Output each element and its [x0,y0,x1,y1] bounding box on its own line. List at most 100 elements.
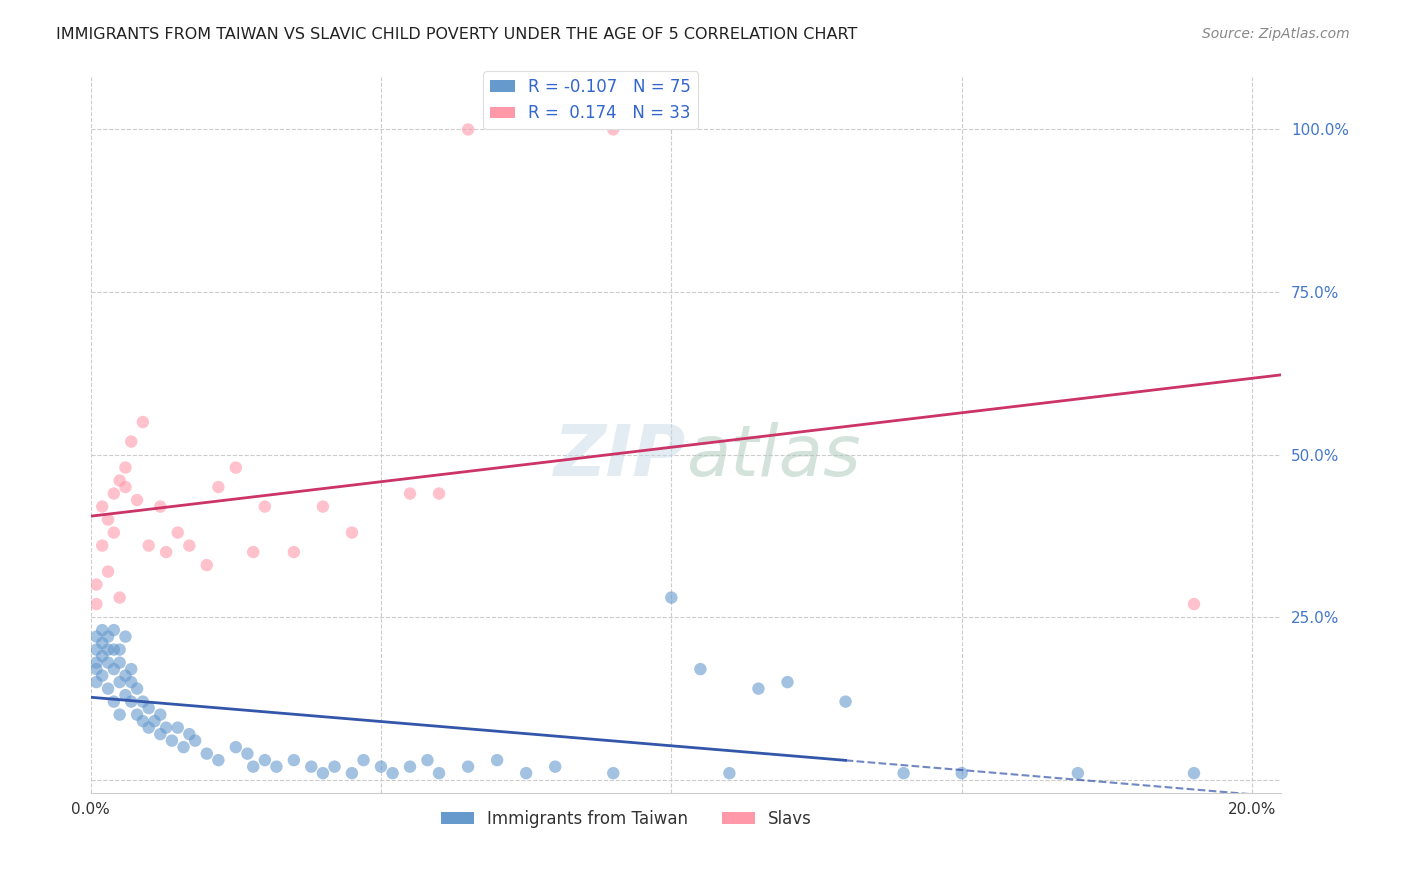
Immigrants from Taiwan [515,766,537,780]
Immigrants from Taiwan [207,753,229,767]
Slavs [97,512,120,526]
Immigrants from Taiwan [114,630,136,644]
Slavs [312,500,335,514]
Immigrants from Taiwan [266,759,288,773]
Immigrants from Taiwan [950,766,973,780]
Immigrants from Taiwan [86,656,108,670]
Immigrants from Taiwan [242,759,264,773]
Slavs [86,597,108,611]
Immigrants from Taiwan [125,681,148,696]
Slavs [155,545,177,559]
Slavs [91,500,114,514]
Immigrants from Taiwan [138,721,160,735]
Slavs [114,480,136,494]
Immigrants from Taiwan [125,707,148,722]
Immigrants from Taiwan [86,630,108,644]
Immigrants from Taiwan [283,753,305,767]
Immigrants from Taiwan [114,668,136,682]
Slavs [103,486,125,500]
Slavs [179,539,201,553]
Immigrants from Taiwan [149,707,172,722]
Immigrants from Taiwan [312,766,335,780]
Slavs [225,460,247,475]
Immigrants from Taiwan [108,707,131,722]
Immigrants from Taiwan [1067,766,1090,780]
Immigrants from Taiwan [103,695,125,709]
Immigrants from Taiwan [114,688,136,702]
Slavs [253,500,276,514]
Immigrants from Taiwan [86,675,108,690]
Immigrants from Taiwan [97,656,120,670]
Immigrants from Taiwan [253,753,276,767]
Immigrants from Taiwan [776,675,799,690]
Slavs [283,545,305,559]
Immigrants from Taiwan [91,668,114,682]
Immigrants from Taiwan [108,675,131,690]
Immigrants from Taiwan [103,623,125,637]
Immigrants from Taiwan [179,727,201,741]
Immigrants from Taiwan [132,714,155,728]
Legend: Immigrants from Taiwan, Slavs: Immigrants from Taiwan, Slavs [434,803,818,834]
Immigrants from Taiwan [689,662,711,676]
Immigrants from Taiwan [143,714,166,728]
Slavs [399,486,422,500]
Slavs [195,558,218,573]
Text: ZIP: ZIP [554,422,686,491]
Text: IMMIGRANTS FROM TAIWAN VS SLAVIC CHILD POVERTY UNDER THE AGE OF 5 CORRELATION CH: IMMIGRANTS FROM TAIWAN VS SLAVIC CHILD P… [56,27,858,42]
Slavs [103,525,125,540]
Immigrants from Taiwan [103,662,125,676]
Immigrants from Taiwan [381,766,404,780]
Immigrants from Taiwan [195,747,218,761]
Immigrants from Taiwan [486,753,509,767]
Slavs [427,486,450,500]
Slavs [86,577,108,591]
Immigrants from Taiwan [138,701,160,715]
Immigrants from Taiwan [91,649,114,664]
Immigrants from Taiwan [370,759,392,773]
Immigrants from Taiwan [108,656,131,670]
Slavs [602,122,624,136]
Immigrants from Taiwan [120,675,142,690]
Immigrants from Taiwan [1182,766,1205,780]
Immigrants from Taiwan [103,642,125,657]
Immigrants from Taiwan [97,642,120,657]
Immigrants from Taiwan [353,753,375,767]
Immigrants from Taiwan [160,733,183,747]
Immigrants from Taiwan [120,695,142,709]
Immigrants from Taiwan [659,591,682,605]
Slavs [91,539,114,553]
Immigrants from Taiwan [108,642,131,657]
Slavs [340,525,363,540]
Immigrants from Taiwan [91,636,114,650]
Immigrants from Taiwan [340,766,363,780]
Slavs [108,474,131,488]
Immigrants from Taiwan [299,759,322,773]
Slavs [97,565,120,579]
Slavs [132,415,155,429]
Slavs [138,539,160,553]
Slavs [207,480,229,494]
Slavs [125,493,148,508]
Immigrants from Taiwan [457,759,479,773]
Slavs [108,591,131,605]
Immigrants from Taiwan [173,740,195,755]
Immigrants from Taiwan [91,623,114,637]
Immigrants from Taiwan [155,721,177,735]
Immigrants from Taiwan [323,759,346,773]
Immigrants from Taiwan [225,740,247,755]
Immigrants from Taiwan [86,642,108,657]
Immigrants from Taiwan [149,727,172,741]
Immigrants from Taiwan [97,681,120,696]
Immigrants from Taiwan [236,747,259,761]
Slavs [242,545,264,559]
Immigrants from Taiwan [544,759,567,773]
Immigrants from Taiwan [718,766,741,780]
Immigrants from Taiwan [97,630,120,644]
Immigrants from Taiwan [399,759,422,773]
Immigrants from Taiwan [416,753,439,767]
Immigrants from Taiwan [132,695,155,709]
Slavs [149,500,172,514]
Slavs [166,525,188,540]
Immigrants from Taiwan [184,733,207,747]
Immigrants from Taiwan [166,721,188,735]
